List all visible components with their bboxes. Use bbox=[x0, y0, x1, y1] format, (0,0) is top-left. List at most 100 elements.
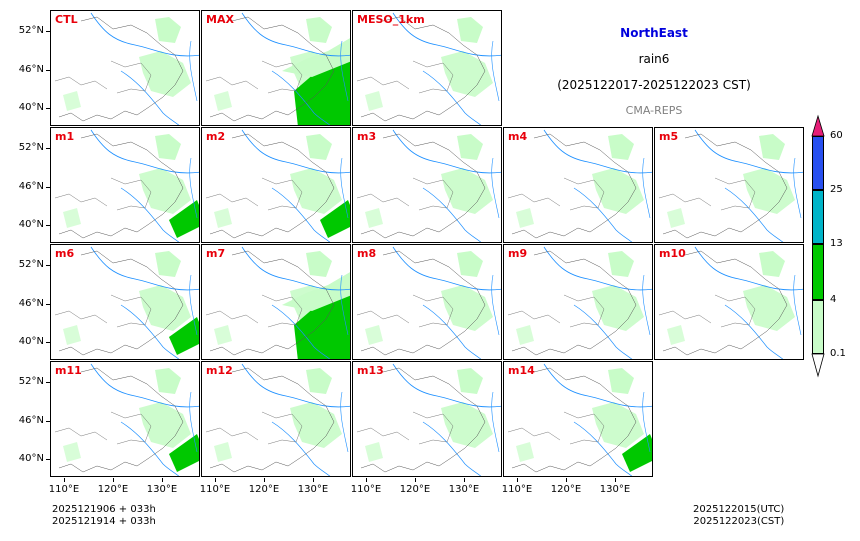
colorbar-level-label: 60 bbox=[830, 130, 843, 141]
panel-label: MAX bbox=[206, 13, 234, 26]
lat-tick-label: 40°N bbox=[18, 336, 44, 347]
lon-tick-label: 120°E bbox=[399, 484, 431, 495]
lon-tick bbox=[517, 478, 518, 482]
precip-map bbox=[54, 129, 199, 242]
colorbar-level-label: 13 bbox=[830, 238, 843, 249]
lat-tick-label: 46°N bbox=[18, 298, 44, 309]
precip-map bbox=[205, 363, 350, 476]
precip-map bbox=[205, 246, 350, 359]
region-title: NorthEast bbox=[620, 26, 688, 40]
precip-map bbox=[658, 246, 803, 359]
panel-label: m9 bbox=[508, 247, 528, 260]
lon-tick bbox=[313, 478, 314, 482]
map-panel-m3: m3 bbox=[352, 127, 502, 243]
map-panel-m13: m13 bbox=[352, 361, 502, 477]
lat-tick bbox=[46, 108, 50, 109]
lon-tick-label: 130°E bbox=[448, 484, 480, 495]
precip-map bbox=[356, 129, 501, 242]
lat-tick bbox=[46, 31, 50, 32]
lat-tick bbox=[46, 304, 50, 305]
panel-label: m11 bbox=[55, 364, 82, 377]
lat-tick-label: 52°N bbox=[18, 376, 44, 387]
map-panel-m1: m1 bbox=[50, 127, 200, 243]
colorbar-segment bbox=[812, 190, 824, 244]
map-panel-m5: m5 bbox=[654, 127, 804, 243]
lon-tick bbox=[615, 478, 616, 482]
precip-map bbox=[356, 363, 501, 476]
map-panel-ctl: CTL bbox=[50, 10, 200, 126]
panel-label: m3 bbox=[357, 130, 377, 143]
lon-tick-label: 110°E bbox=[199, 484, 231, 495]
map-panel-m14: m14 bbox=[503, 361, 653, 477]
colorbar-segment bbox=[812, 244, 824, 300]
precip-map bbox=[658, 129, 803, 242]
colorbar-level-label: 4 bbox=[830, 294, 837, 305]
lat-tick-label: 52°N bbox=[18, 259, 44, 270]
lon-tick bbox=[415, 478, 416, 482]
map-panel-meso_1km: MESO_1km bbox=[352, 10, 502, 126]
lat-tick-label: 40°N bbox=[18, 219, 44, 230]
colorbar-level-label: 25 bbox=[830, 184, 843, 195]
panel-label: m12 bbox=[206, 364, 233, 377]
footer-left-line1: 2025121906 + 033h bbox=[52, 504, 156, 515]
precip-map bbox=[54, 246, 199, 359]
lon-tick bbox=[64, 478, 65, 482]
panel-label: m8 bbox=[357, 247, 377, 260]
lon-tick bbox=[464, 478, 465, 482]
panel-label: m1 bbox=[55, 130, 75, 143]
lat-tick-label: 40°N bbox=[18, 453, 44, 464]
precip-map bbox=[205, 12, 350, 125]
lon-tick-label: 110°E bbox=[48, 484, 80, 495]
map-panel-m10: m10 bbox=[654, 244, 804, 360]
colorbar-segment bbox=[812, 136, 824, 190]
lon-tick bbox=[215, 478, 216, 482]
lon-tick bbox=[366, 478, 367, 482]
panel-label: m10 bbox=[659, 247, 686, 260]
lon-tick-label: 120°E bbox=[248, 484, 280, 495]
system-title: CMA-REPS bbox=[625, 104, 683, 117]
precip-map bbox=[507, 246, 652, 359]
colorbar-ends bbox=[811, 114, 825, 378]
precip-map bbox=[356, 246, 501, 359]
lon-tick bbox=[566, 478, 567, 482]
colorbar-level-label: 0.1 bbox=[830, 348, 846, 359]
lat-tick bbox=[46, 187, 50, 188]
map-panel-m7: m7 bbox=[201, 244, 351, 360]
lat-tick bbox=[46, 382, 50, 383]
panel-label: m4 bbox=[508, 130, 528, 143]
lat-tick-label: 40°N bbox=[18, 102, 44, 113]
lon-tick-label: 120°E bbox=[97, 484, 129, 495]
map-panel-max: MAX bbox=[201, 10, 351, 126]
lat-tick-label: 52°N bbox=[18, 142, 44, 153]
panel-label: MESO_1km bbox=[357, 13, 425, 26]
footer-left: 2025121906 + 033h 2025121914 + 033h bbox=[52, 504, 156, 528]
colorbar-segment bbox=[812, 300, 824, 354]
variable-title: rain6 bbox=[638, 52, 670, 66]
footer-right: 2025122015(UTC) 2025122023(CST) bbox=[693, 504, 784, 528]
precip-map bbox=[54, 363, 199, 476]
lat-tick bbox=[46, 265, 50, 266]
map-panel-m4: m4 bbox=[503, 127, 653, 243]
footer-left-line2: 2025121914 + 033h bbox=[52, 516, 156, 527]
map-panel-m2: m2 bbox=[201, 127, 351, 243]
lon-tick bbox=[264, 478, 265, 482]
lon-tick-label: 110°E bbox=[501, 484, 533, 495]
period-title: (2025122017-2025122023 CST) bbox=[557, 78, 751, 92]
lon-tick bbox=[113, 478, 114, 482]
panel-label: m6 bbox=[55, 247, 75, 260]
lon-tick bbox=[162, 478, 163, 482]
precip-map bbox=[356, 12, 501, 125]
panel-label: m14 bbox=[508, 364, 535, 377]
footer-right-line1: 2025122015(UTC) bbox=[693, 504, 785, 515]
lat-tick bbox=[46, 459, 50, 460]
lat-tick bbox=[46, 225, 50, 226]
lon-tick-label: 130°E bbox=[599, 484, 631, 495]
lat-tick bbox=[46, 70, 50, 71]
lat-tick-label: 52°N bbox=[18, 25, 44, 36]
map-panel-m9: m9 bbox=[503, 244, 653, 360]
precip-map bbox=[205, 129, 350, 242]
lat-tick-label: 46°N bbox=[18, 64, 44, 75]
panel-label: m13 bbox=[357, 364, 384, 377]
panel-label: CTL bbox=[55, 13, 78, 26]
map-panel-m12: m12 bbox=[201, 361, 351, 477]
